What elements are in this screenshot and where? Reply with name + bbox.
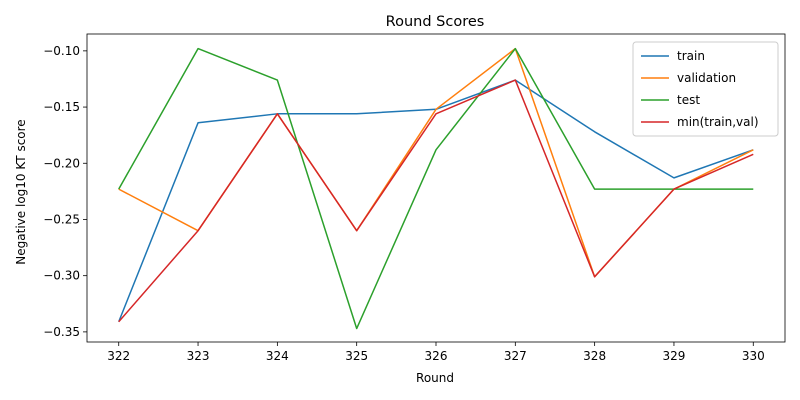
y-tick-label: −0.20 [43, 156, 80, 170]
chart-title: Round Scores [386, 14, 485, 30]
x-tick-label: 325 [345, 349, 368, 363]
x-axis: 322 323 324 325 326 327 328 329 330 [107, 342, 765, 363]
legend-label-0: train [677, 49, 705, 63]
y-tick-label: −0.30 [43, 269, 80, 283]
legend-label-1: validation [677, 71, 736, 85]
y-tick-label: −0.35 [43, 325, 80, 339]
y-axis: −0.35 −0.30 −0.25 −0.20 −0.15 −0.10 [43, 44, 87, 339]
legend: train validation test min(train,val) [632, 41, 779, 137]
y-tick-label: −0.25 [43, 212, 80, 226]
legend-label-3: min(train,val) [677, 115, 759, 129]
series-line-2 [118, 47, 754, 330]
x-tick-label: 326 [425, 349, 448, 363]
x-tick-label: 328 [583, 349, 606, 363]
x-tick-label: 324 [266, 349, 289, 363]
legend-box [632, 41, 779, 137]
x-tick-label: 330 [742, 349, 765, 363]
x-tick-label: 323 [187, 349, 210, 363]
series-line-3 [118, 79, 754, 323]
y-tick-label: −0.10 [43, 44, 80, 58]
x-tick-label: 329 [663, 349, 686, 363]
x-tick-label: 327 [504, 349, 527, 363]
x-axis-label: Round [416, 371, 454, 385]
x-tick-label: 322 [107, 349, 130, 363]
y-tick-label: −0.15 [43, 100, 80, 114]
legend-label-2: test [677, 93, 700, 107]
y-axis-label: Negative log10 KT score [14, 119, 28, 264]
